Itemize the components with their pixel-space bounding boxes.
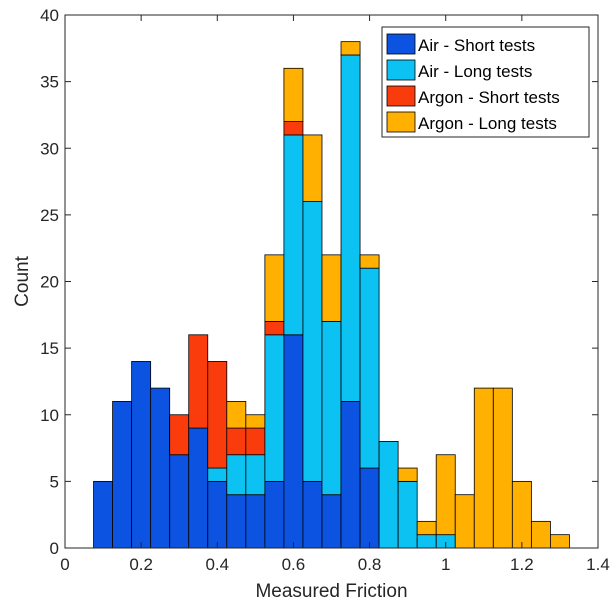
bar-3-bin-11 <box>283 121 304 136</box>
legend-swatch <box>386 85 416 107</box>
legend: Air - Short tests Air - Long tests Argon -… <box>381 26 590 138</box>
bar-1-bin-15 <box>359 467 380 549</box>
x-tick-label: 0.8 <box>358 555 382 574</box>
y-axis-label: Count <box>12 255 33 306</box>
y-tick-label: 25 <box>40 206 59 225</box>
bar-2-bin-8 <box>226 454 247 496</box>
bar-1-bin-13 <box>321 494 342 549</box>
bar-3-bin-6 <box>188 334 209 429</box>
bar-1-bin-4 <box>150 387 171 549</box>
bar-1-bin-12 <box>302 480 323 549</box>
legend-box <box>381 26 590 138</box>
bar-4-bin-24 <box>530 520 551 549</box>
bar-2-bin-17 <box>397 480 418 549</box>
bar-4-bin-10 <box>264 254 285 322</box>
legend-label: Argon - Short tests <box>418 88 560 107</box>
x-tick-label: 0.2 <box>129 555 153 574</box>
bar-1-bin-10 <box>264 480 285 549</box>
bar-4-bin-15 <box>359 254 380 269</box>
bar-4-bin-22 <box>492 387 513 549</box>
legend-label: Air - Short tests <box>418 36 535 55</box>
bar-1-bin-1 <box>93 480 113 549</box>
y-tick-label: 10 <box>40 406 59 425</box>
bar-2-bin-7 <box>207 467 228 482</box>
x-tick-label: 0.4 <box>205 555 229 574</box>
bar-2-bin-9 <box>245 454 266 496</box>
bar-4-bin-12 <box>302 134 323 202</box>
bar-3-bin-5 <box>169 414 190 456</box>
bar-1-bin-2 <box>112 401 133 549</box>
bar-4-bin-9 <box>245 414 266 429</box>
bar-1-bin-5 <box>169 454 190 549</box>
bar-4-bin-25 <box>550 534 570 549</box>
bar-3-bin-9 <box>245 427 266 456</box>
bar-3-bin-10 <box>264 321 285 336</box>
y-tick-label: 20 <box>40 273 59 292</box>
legend-swatch <box>386 33 416 55</box>
y-tick-label: 40 <box>40 6 59 25</box>
bar-4-bin-11 <box>283 67 304 123</box>
y-tick-label: 35 <box>40 73 59 92</box>
bar-2-bin-11 <box>283 134 304 336</box>
bar-4-bin-23 <box>511 480 532 549</box>
bar-2-bin-13 <box>321 321 342 496</box>
x-axis-label: Measured Friction <box>255 581 407 602</box>
bar-4-bin-18 <box>416 520 437 536</box>
bar-3-bin-7 <box>207 361 228 469</box>
bar-4-bin-21 <box>473 387 494 549</box>
legend-swatch <box>386 59 416 81</box>
y-tick-label: 5 <box>50 472 59 491</box>
bar-4-bin-19 <box>435 454 456 536</box>
bar-2-bin-15 <box>359 267 380 469</box>
bar-1-bin-7 <box>207 480 228 549</box>
bar-1-bin-9 <box>245 494 266 549</box>
bar-2-bin-16 <box>378 440 399 549</box>
bar-4-bin-13 <box>321 254 342 322</box>
x-tick-label: 0 <box>60 555 69 574</box>
bar-1-bin-6 <box>188 427 209 549</box>
bar-2-bin-18 <box>416 534 437 549</box>
legend-swatch <box>386 111 416 133</box>
legend-label: Air - Long tests <box>418 62 532 81</box>
bar-1-bin-14 <box>340 401 361 549</box>
bar-2-bin-10 <box>264 334 285 482</box>
bar-1-bin-3 <box>131 361 152 549</box>
y-tick-label: 0 <box>50 539 59 558</box>
bar-4-bin-17 <box>397 467 418 482</box>
bar-2-bin-14 <box>340 54 361 402</box>
x-tick-label: 0.6 <box>282 555 306 574</box>
bar-4-bin-20 <box>454 494 475 549</box>
bar-4-bin-14 <box>340 41 361 56</box>
y-tick-label: 15 <box>40 339 59 358</box>
bar-1-bin-11 <box>283 334 304 549</box>
y-tick-label: 30 <box>40 139 59 158</box>
x-tick-label: 1 <box>441 555 450 574</box>
legend-label: Argon - Long tests <box>418 114 557 133</box>
x-tick-label: 1.2 <box>510 555 534 574</box>
axis-ticks: 0 0.2 0.4 0.6 0.8 1 1.2 1.4 0 5 10 15 20 25 30 35 40 <box>40 6 610 574</box>
bar-1-bin-8 <box>226 494 247 549</box>
bar-2-bin-12 <box>302 201 323 482</box>
x-tick-label: 1.4 <box>586 555 610 574</box>
bar-4-bin-8 <box>226 401 247 429</box>
bar-3-bin-8 <box>226 427 247 456</box>
